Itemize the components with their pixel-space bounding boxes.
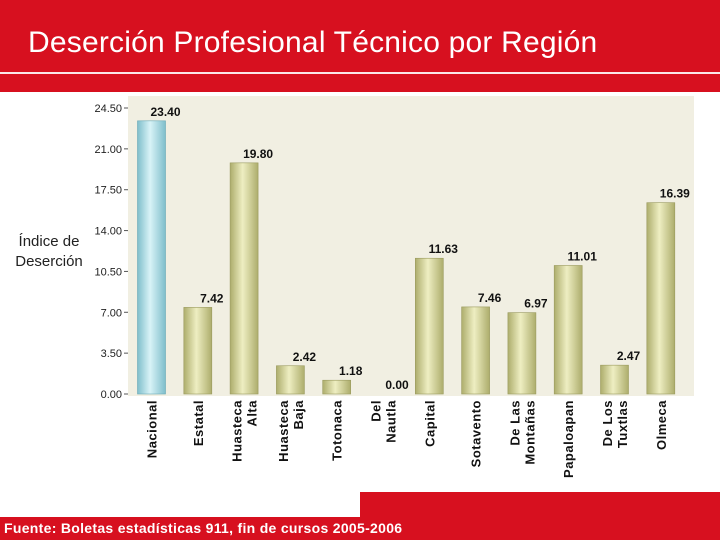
bar [461, 306, 490, 395]
x-tick-label: Capital [422, 400, 437, 447]
bar [553, 265, 583, 395]
y-tick-label: 10.50 [94, 266, 122, 278]
data-label: 7.46 [478, 291, 502, 305]
bar [507, 312, 537, 395]
page-title: Deserción Profesional Técnico por Región [28, 26, 598, 59]
y-axis-label: Índice de Deserción [15, 233, 83, 270]
x-tick-label: Estatal [191, 400, 206, 446]
svg-text:Tuxtlas: Tuxtlas [615, 400, 630, 448]
data-label: 1.18 [339, 364, 363, 378]
x-tick-label: Del Nautla [369, 400, 399, 443]
data-label: 2.47 [617, 349, 641, 363]
data-label: 11.01 [568, 249, 598, 263]
svg-text:Baja: Baja [291, 400, 306, 430]
bar [229, 162, 259, 395]
plot-background [128, 96, 694, 396]
banner-divider [0, 72, 720, 74]
x-tick-label: Huasteca Baja [276, 400, 306, 462]
svg-text:Papaloapan: Papaloapan [561, 400, 576, 478]
data-label: 11.63 [429, 242, 459, 256]
value-labels: 23.40 7.42 19.80 2.42 1.18 0.00 11.63 7.46 6.97 1… [150, 105, 690, 392]
x-tick-label: De Las Montañas [507, 400, 537, 465]
y-tick-label: 7.00 [101, 307, 122, 319]
footer-bar: Fuente: Boletas estadísticas 911, fin de… [0, 517, 424, 540]
svg-text:Del: Del [369, 400, 384, 422]
svg-text:Capital: Capital [422, 400, 437, 447]
svg-text:Sotavento: Sotavento [469, 400, 484, 467]
data-label: 7.42 [200, 291, 224, 305]
bar [276, 365, 305, 395]
x-tick-label: Olmeca [654, 400, 669, 450]
x-tick-label: Sotavento [469, 400, 484, 467]
svg-text:Totonaca: Totonaca [330, 400, 345, 461]
category-labels: Nacional Estatal Huasteca Alta Huasteca Baja T… [145, 400, 669, 478]
svg-text:Nautla: Nautla [384, 400, 399, 443]
data-label: 6.97 [524, 297, 548, 311]
y-tick-label: 14.00 [94, 226, 122, 238]
svg-text:De Los: De Los [600, 400, 615, 446]
svg-text:Huasteca: Huasteca [230, 400, 245, 462]
svg-text:Huasteca: Huasteca [276, 400, 291, 462]
y-tick-label: 21.00 [94, 144, 122, 156]
y-tick-label: 17.50 [94, 185, 122, 197]
y-tick-label: 24.50 [94, 103, 122, 115]
svg-text:De Las: De Las [507, 400, 522, 446]
y-tick-label: 0.00 [101, 389, 122, 401]
svg-text:Nacional: Nacional [145, 400, 160, 458]
x-tick-label: De Los Tuxtlas [600, 400, 630, 448]
x-tick-label: Totonaca [330, 400, 345, 461]
data-label: 0.00 [385, 378, 409, 392]
y-axis-ticks: 0.00 3.50 7.00 10.50 14.00 17.50 21.00 24.50 [94, 103, 128, 401]
data-label: 19.80 [243, 147, 273, 161]
bar [600, 364, 629, 395]
svg-text:Alta: Alta [245, 400, 260, 427]
svg-text:Estatal: Estatal [191, 400, 206, 446]
title-banner: Deserción Profesional Técnico por Región [0, 0, 720, 92]
x-tick-label: Huasteca Alta [230, 400, 260, 462]
bar [646, 202, 676, 395]
svg-text:Montañas: Montañas [522, 400, 537, 465]
data-label: 2.42 [293, 350, 317, 364]
bar [183, 307, 213, 395]
bar [137, 120, 166, 395]
data-label: 23.40 [150, 105, 180, 119]
source-note: Fuente: Boletas estadísticas 911, fin de… [4, 520, 403, 536]
x-tick-label: Nacional [145, 400, 160, 458]
bar [322, 379, 352, 395]
svg-text:Olmeca: Olmeca [654, 400, 669, 450]
data-label: 16.39 [660, 187, 690, 201]
bars [137, 120, 676, 395]
bar [414, 257, 444, 395]
y-tick-label: 3.50 [101, 348, 122, 360]
x-tick-label: Papaloapan [561, 400, 576, 478]
